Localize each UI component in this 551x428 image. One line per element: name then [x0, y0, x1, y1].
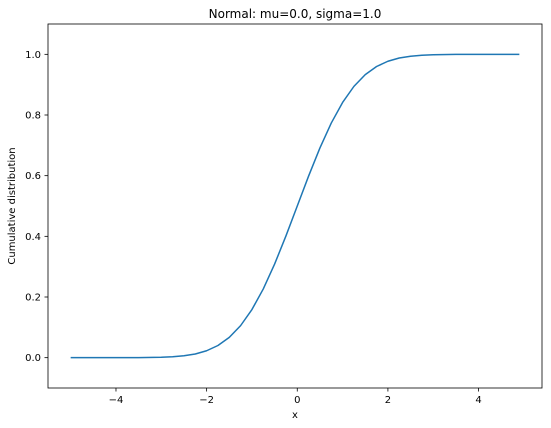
x-tick-label: −2 [199, 395, 214, 406]
chart-title: Normal: mu=0.0, sigma=1.0 [209, 7, 382, 21]
y-tick-label: 0.4 [25, 232, 41, 243]
y-tick-label: 0.0 [25, 353, 41, 364]
y-tick-label: 0.2 [25, 293, 41, 304]
y-tick-label: 0.8 [25, 111, 41, 122]
x-tick-label: 0 [294, 395, 300, 406]
plot-area: −4 −2 0 2 4 0.0 0.2 0.4 0.6 0.8 1.0 [25, 23, 543, 406]
x-tick-label: −4 [109, 395, 124, 406]
axes-frame [47, 23, 543, 389]
x-tick-label: 4 [475, 395, 481, 406]
x-axis-label: x [292, 410, 298, 421]
series-line-0 [70, 53, 520, 359]
y-axis-label: Cumulative distribution [7, 147, 18, 264]
y-tick-label: 0.6 [25, 171, 41, 182]
x-tick-label: 2 [385, 395, 391, 406]
y-tick-label: 1.0 [25, 50, 41, 61]
